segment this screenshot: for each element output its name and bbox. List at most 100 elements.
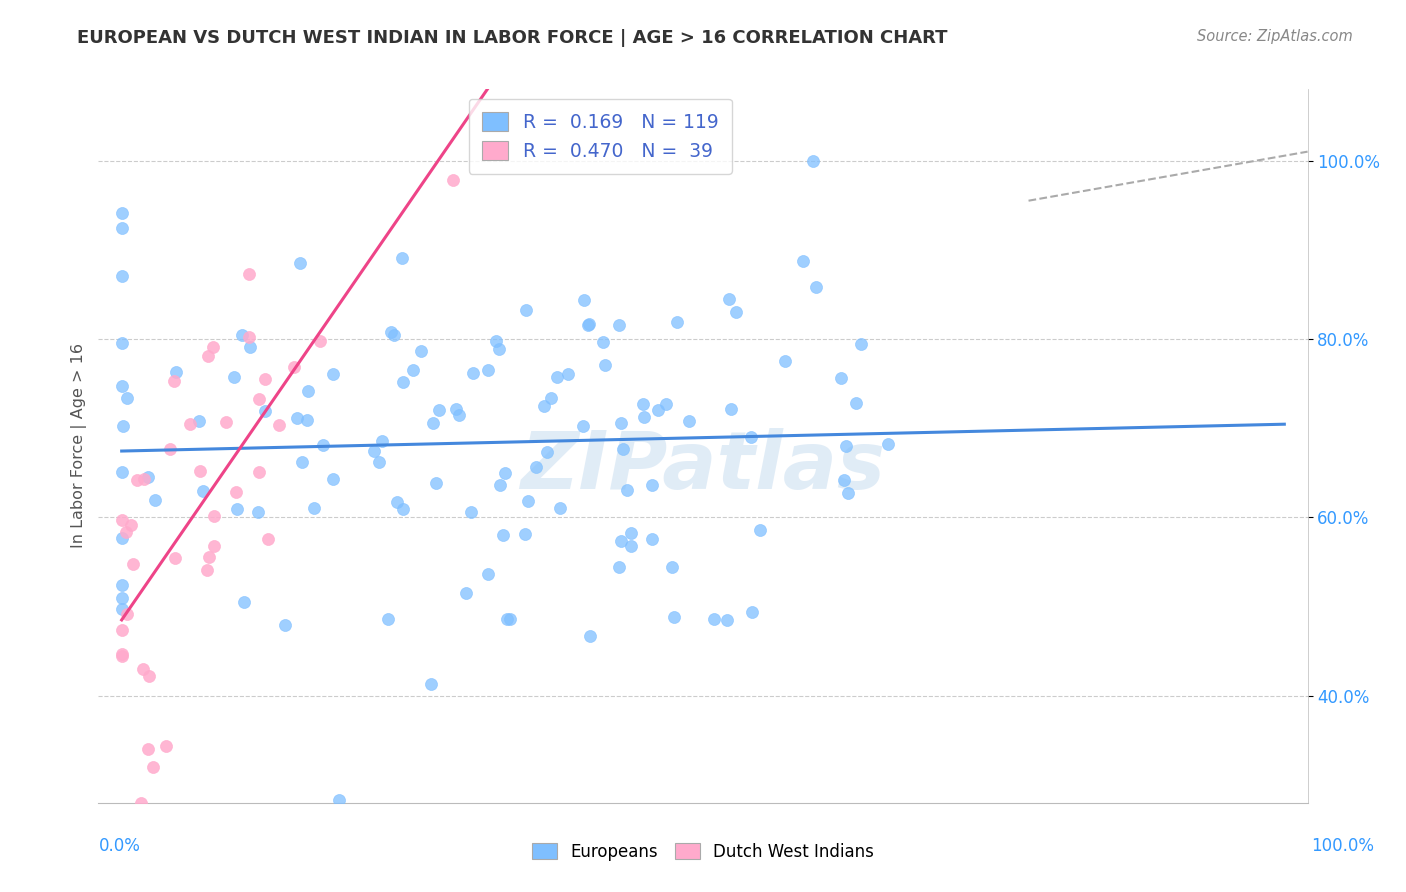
Point — [515, 302, 537, 317]
Point — [201, 340, 224, 354]
Point — [111, 465, 134, 479]
Point — [322, 472, 344, 486]
Point — [215, 415, 238, 429]
Point — [546, 370, 568, 384]
Point — [297, 384, 319, 398]
Point — [620, 539, 643, 553]
Point — [499, 612, 522, 626]
Point — [391, 251, 413, 265]
Point — [134, 472, 156, 486]
Legend: R =  0.169   N = 119, R =  0.470   N =  39: R = 0.169 N = 119, R = 0.470 N = 39 — [468, 99, 733, 174]
Point — [716, 613, 738, 627]
Point — [515, 527, 537, 541]
Point — [441, 173, 464, 187]
Point — [121, 557, 143, 571]
Point — [576, 318, 599, 333]
Point — [247, 504, 270, 518]
Point — [247, 392, 270, 406]
Point — [238, 267, 260, 281]
Point — [748, 523, 770, 537]
Point — [165, 365, 187, 379]
Point — [239, 340, 262, 354]
Point — [125, 473, 148, 487]
Point — [363, 444, 385, 458]
Point — [411, 344, 433, 359]
Point — [254, 404, 277, 418]
Point — [367, 455, 389, 469]
Point — [111, 379, 134, 393]
Point — [111, 591, 134, 605]
Point — [477, 362, 499, 376]
Point — [740, 430, 762, 444]
Point — [132, 662, 155, 676]
Point — [578, 317, 600, 331]
Point — [224, 370, 246, 384]
Point — [226, 502, 249, 516]
Point — [557, 367, 579, 381]
Point — [678, 414, 700, 428]
Point — [427, 403, 450, 417]
Point — [163, 374, 186, 388]
Point — [322, 367, 344, 381]
Y-axis label: In Labor Force | Age > 16: In Labor Force | Age > 16 — [72, 343, 87, 549]
Point — [773, 354, 796, 368]
Point — [111, 649, 134, 664]
Point — [703, 612, 725, 626]
Point — [111, 623, 134, 637]
Point — [111, 513, 134, 527]
Point — [291, 455, 314, 469]
Point — [288, 256, 311, 270]
Point — [572, 293, 595, 308]
Point — [877, 437, 900, 451]
Point — [449, 409, 471, 423]
Point — [138, 742, 160, 756]
Point — [129, 796, 152, 810]
Point — [111, 221, 134, 235]
Point — [572, 419, 595, 434]
Point — [456, 586, 478, 600]
Point — [193, 483, 215, 498]
Point — [633, 397, 655, 411]
Point — [136, 469, 159, 483]
Text: 0.0%: 0.0% — [98, 837, 141, 855]
Point — [283, 359, 305, 374]
Point — [187, 414, 209, 428]
Point — [111, 602, 134, 616]
Point — [402, 363, 425, 377]
Point — [328, 793, 350, 807]
Point — [155, 739, 177, 753]
Point — [111, 336, 134, 351]
Point — [477, 567, 499, 582]
Point — [420, 677, 443, 691]
Point — [232, 595, 254, 609]
Point — [461, 366, 484, 380]
Point — [845, 396, 868, 410]
Point — [607, 560, 630, 574]
Point — [159, 442, 181, 456]
Point — [494, 466, 516, 480]
Point — [285, 410, 308, 425]
Point — [612, 442, 634, 456]
Point — [804, 280, 827, 294]
Point — [115, 392, 138, 406]
Point — [138, 669, 160, 683]
Point — [666, 315, 689, 329]
Point — [592, 334, 614, 349]
Point — [540, 392, 562, 406]
Point — [231, 327, 253, 342]
Point — [392, 375, 415, 389]
Point — [720, 402, 742, 417]
Point — [115, 524, 138, 539]
Point — [111, 647, 134, 661]
Point — [238, 330, 260, 344]
Point — [120, 518, 142, 533]
Point — [267, 418, 290, 433]
Point — [488, 478, 510, 492]
Point — [197, 349, 219, 363]
Point — [425, 476, 447, 491]
Point — [633, 410, 655, 425]
Point — [536, 444, 558, 458]
Point — [188, 464, 211, 478]
Point — [620, 525, 643, 540]
Text: Source: ZipAtlas.com: Source: ZipAtlas.com — [1197, 29, 1353, 44]
